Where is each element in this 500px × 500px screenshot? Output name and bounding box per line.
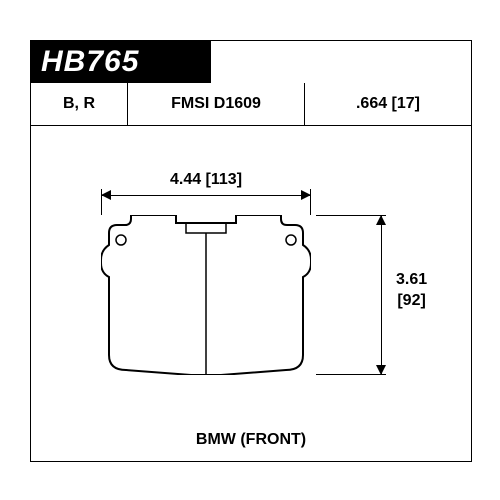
spec-row: B, R FMSI D1609 .664 [17] (31, 83, 471, 126)
width-label: 4.44 [113] (101, 171, 311, 189)
arrow-left-icon (101, 190, 111, 200)
brake-pad-outline (101, 215, 311, 375)
application-label: BMW (FRONT) (31, 431, 471, 449)
spec-thickness: .664 [17] (305, 83, 471, 125)
height-dimension: 3.61 [92] (371, 215, 451, 375)
height-label: 3.61 [92] (396, 270, 427, 312)
height-value: 3.61 (396, 270, 427, 291)
arrow-right-icon (301, 190, 311, 200)
diagram-area: 4.44 [113] 3.61 [92] BMW (FRONT) (31, 125, 471, 461)
arrow-down-icon (376, 365, 386, 375)
width-dimension: 4.44 [113] (101, 175, 311, 215)
dim-line (381, 215, 382, 375)
arrow-up-icon (376, 215, 386, 225)
width-value: 4.44 [113] (166, 171, 246, 188)
spec-sheet-container: HB765 B, R FMSI D1609 .664 [17] 4.44 [11… (30, 40, 472, 462)
height-value-mm: [92] (396, 291, 427, 312)
brake-pad-svg (101, 215, 311, 375)
part-number-text: HB765 (41, 45, 139, 79)
part-number-header: HB765 (31, 41, 211, 83)
spec-codes: B, R (31, 83, 128, 125)
dim-line (101, 195, 311, 196)
spec-fmsi: FMSI D1609 (128, 83, 305, 125)
